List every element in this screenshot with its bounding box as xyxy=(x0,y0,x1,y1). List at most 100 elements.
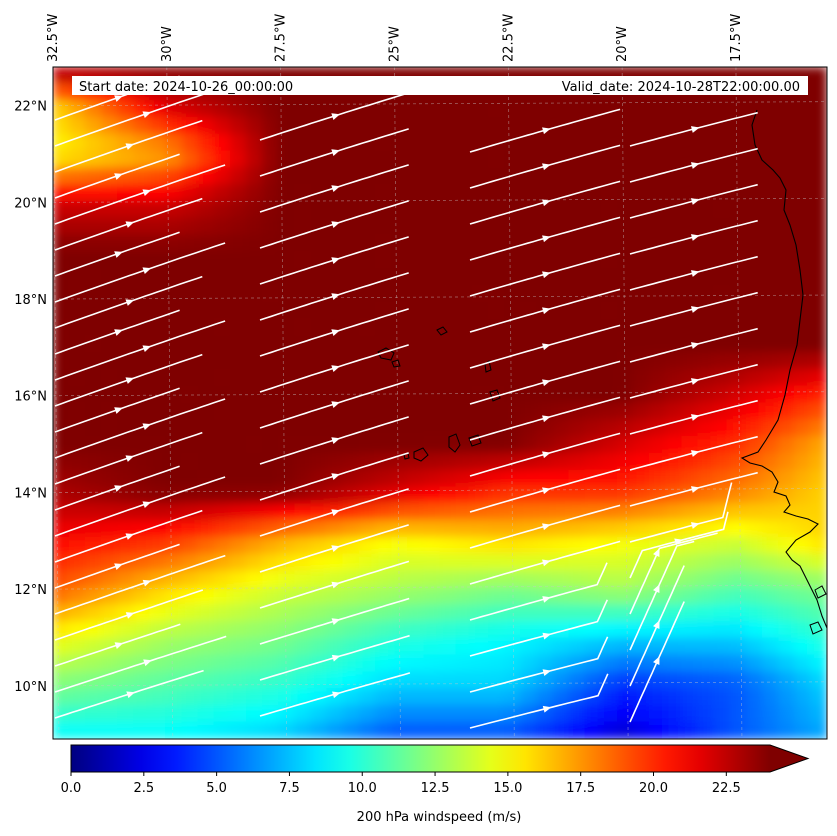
windspeed-cell xyxy=(229,402,248,421)
windspeed-cell xyxy=(117,200,135,219)
windspeed-cell xyxy=(246,688,264,706)
windspeed-cell xyxy=(471,284,489,303)
windspeed-cell xyxy=(84,469,102,488)
windspeed-cell xyxy=(165,486,183,505)
streamline-arrow xyxy=(331,473,340,480)
streamline-arrow xyxy=(331,113,340,120)
windspeed-cell xyxy=(407,704,425,723)
windspeed-cell xyxy=(133,637,151,656)
windspeed-cell xyxy=(745,520,764,538)
windspeed-cell xyxy=(326,150,344,169)
windspeed-cell xyxy=(810,251,827,270)
windspeed-cell xyxy=(778,234,796,253)
latitude-tick-label: 12°N xyxy=(14,583,47,598)
streamline-arrow xyxy=(653,584,660,594)
windspeed-cell xyxy=(407,688,425,706)
windspeed-cell xyxy=(375,368,393,387)
windspeed-cell xyxy=(794,301,812,320)
windspeed-cell xyxy=(778,284,796,303)
windspeed-cell xyxy=(310,251,328,270)
longitude-tick-label: 20°W xyxy=(615,26,630,62)
windspeed-cell xyxy=(197,385,215,404)
windspeed-cell xyxy=(358,335,377,354)
windspeed-cell xyxy=(616,637,635,656)
windspeed-cell xyxy=(584,486,602,505)
windspeed-cell xyxy=(552,150,570,169)
windspeed-cell xyxy=(762,402,780,421)
windspeed-cell xyxy=(794,637,812,656)
windspeed-cell xyxy=(600,335,618,354)
windspeed-cell xyxy=(407,503,425,522)
windspeed-cell xyxy=(584,637,602,656)
windspeed-cell xyxy=(745,553,764,572)
windspeed-cell xyxy=(229,452,248,471)
windspeed-cell xyxy=(407,620,425,639)
windspeed-cell xyxy=(149,217,167,236)
windspeed-cell xyxy=(342,436,360,454)
windspeed-cell xyxy=(197,284,215,303)
windspeed-cell xyxy=(616,251,635,270)
windspeed-cell xyxy=(68,402,86,421)
windspeed-cell xyxy=(729,587,747,606)
windspeed-cell xyxy=(133,436,151,454)
windspeed-cell xyxy=(326,234,344,253)
windspeed-cell xyxy=(697,654,715,673)
windspeed-cell xyxy=(681,419,699,438)
windspeed-cell xyxy=(358,620,377,639)
windspeed-cell xyxy=(407,150,425,169)
windspeed-cell xyxy=(391,318,409,337)
windspeed-cell xyxy=(423,587,441,606)
windspeed-cell xyxy=(616,116,635,135)
windspeed-cell xyxy=(520,654,538,673)
windspeed-cell xyxy=(633,587,651,606)
windspeed-cell xyxy=(197,301,215,320)
windspeed-cell xyxy=(504,553,522,572)
windspeed-cell xyxy=(439,217,457,236)
windspeed-cell xyxy=(342,486,360,505)
windspeed-cell xyxy=(681,133,699,152)
windspeed-cell xyxy=(439,654,457,673)
streamline xyxy=(54,242,226,303)
windspeed-cell xyxy=(326,335,344,354)
streamline-arrow xyxy=(125,612,135,619)
windspeed-cell xyxy=(536,352,554,370)
windspeed-cell xyxy=(439,268,457,286)
windspeed-cell xyxy=(165,721,183,739)
windspeed-cell xyxy=(100,217,119,236)
windspeed-cell xyxy=(536,654,554,673)
windspeed-cell xyxy=(810,100,827,118)
windspeed-cell xyxy=(262,469,280,488)
windspeed-cell xyxy=(149,604,167,622)
windspeed-cell xyxy=(149,133,167,152)
windspeed-cell xyxy=(536,184,554,202)
windspeed-cell xyxy=(358,553,377,572)
windspeed-cell xyxy=(68,217,86,236)
windspeed-cell xyxy=(181,150,199,169)
streamline-arrow xyxy=(542,271,551,279)
windspeed-cell xyxy=(53,486,70,505)
windspeed-cell xyxy=(181,452,199,471)
windspeed-cell xyxy=(697,402,715,421)
windspeed-cell xyxy=(358,570,377,589)
windspeed-cell xyxy=(504,100,522,118)
windspeed-cell xyxy=(600,116,618,135)
windspeed-cell xyxy=(310,419,328,438)
windspeed-cell xyxy=(294,268,312,286)
windspeed-cell xyxy=(133,301,151,320)
windspeed-cell xyxy=(616,503,635,522)
windspeed-cell xyxy=(439,184,457,202)
streamline-arrow xyxy=(142,345,152,353)
windspeed-cell xyxy=(681,620,699,639)
windspeed-cell xyxy=(665,654,683,673)
windspeed-cell xyxy=(326,671,344,690)
colorbar-tick-label: 12.5 xyxy=(421,781,450,796)
windspeed-cell xyxy=(181,688,199,706)
windspeed-cell xyxy=(455,100,473,118)
windspeed-cell xyxy=(117,620,135,639)
windspeed-cell xyxy=(197,200,215,219)
windspeed-cell xyxy=(552,721,570,739)
windspeed-cell xyxy=(407,385,425,404)
windspeed-cell xyxy=(633,654,651,673)
windspeed-cell xyxy=(633,116,651,135)
windspeed-cell xyxy=(633,503,651,522)
